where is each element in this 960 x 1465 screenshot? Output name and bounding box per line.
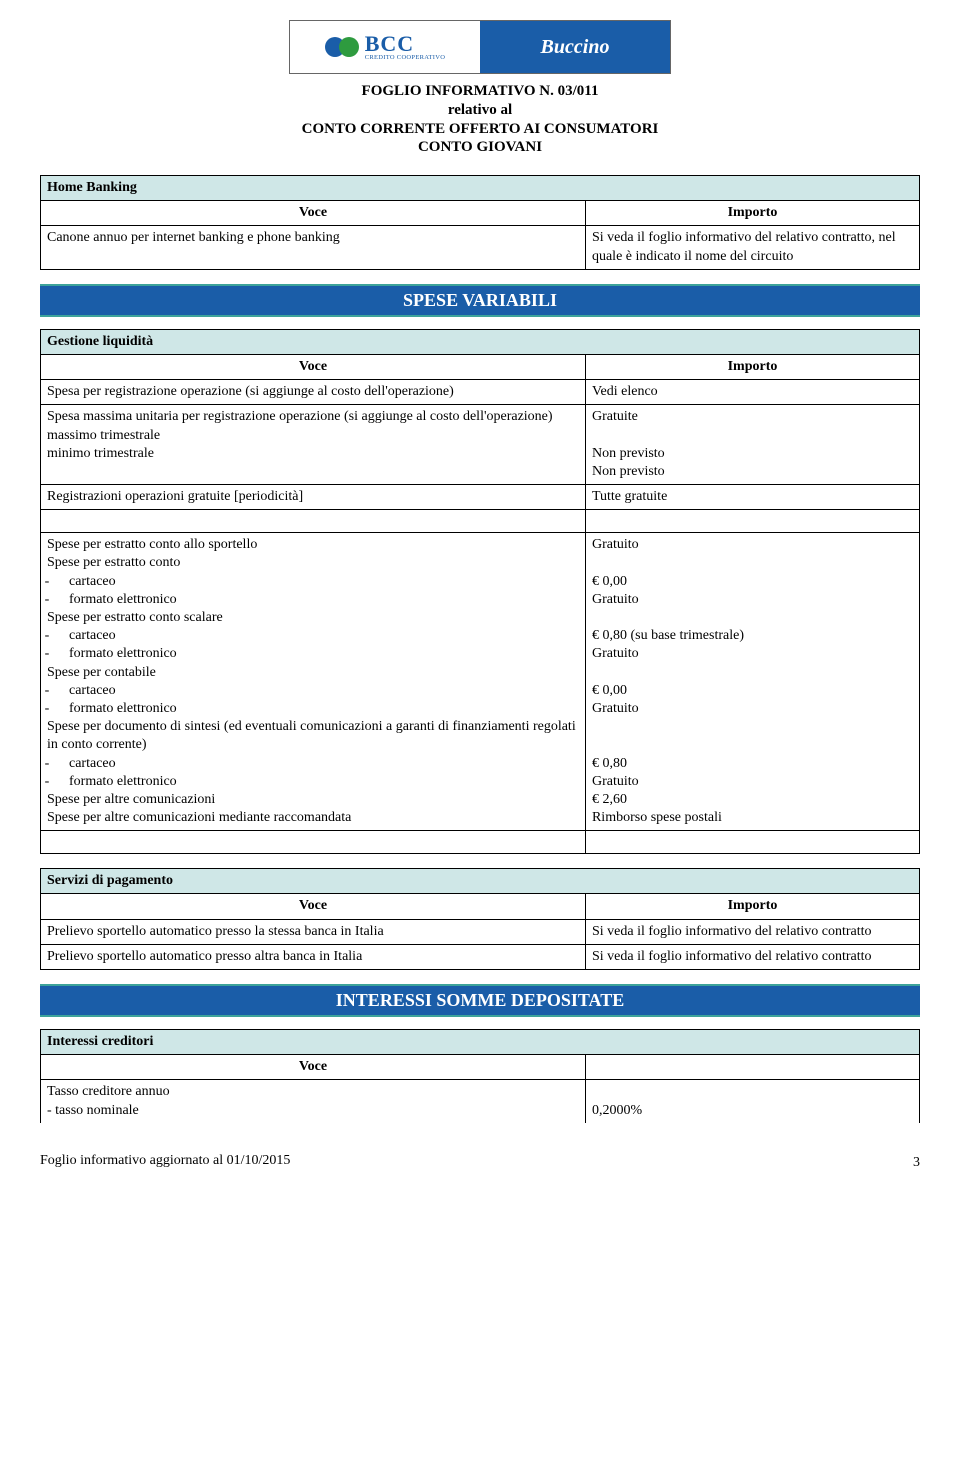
hb-row-label: Canone annuo per internet banking e phon…: [41, 226, 586, 269]
gestione-title: Gestione liquidità: [41, 329, 920, 354]
servizi-r1-label: Prelievo sportello automatico presso la …: [41, 919, 586, 944]
importo-header: Importo: [585, 201, 919, 226]
footer-text: Foglio informativo aggiornato al 01/10/2…: [40, 1153, 290, 1168]
gest-r1-value: Vedi elenco: [585, 380, 919, 405]
footer: Foglio informativo aggiornato al 01/10/2…: [40, 1153, 920, 1169]
gest-block-right: Gratuito € 0,00 Gratuito € 0,80 (su base…: [585, 533, 919, 831]
spese-variabili-banner: SPESE VARIABILI: [40, 284, 920, 317]
interessi-title: Interessi creditori: [41, 1030, 920, 1055]
header-line3: CONTO CORRENTE OFFERTO AI CONSUMATORI: [40, 120, 920, 139]
logo-text: BCC CREDITO COOPERATIVO: [365, 33, 446, 62]
logo-box: BCC CREDITO COOPERATIVO Buccino: [289, 20, 671, 74]
page: BCC CREDITO COOPERATIVO Buccino FOGLIO I…: [0, 0, 960, 1209]
page-number: 3: [913, 1155, 920, 1171]
interessi-r1-value: 0,2000%: [585, 1080, 919, 1123]
logo-left: BCC CREDITO COOPERATIVO: [290, 21, 480, 73]
home-banking-table: Home Banking Voce Importo Canone annuo p…: [40, 175, 920, 270]
gest-block-left: Spese per estratto conto allo sportello …: [41, 533, 586, 831]
gestione-liquidita-table: Gestione liquidità Voce Importo Spesa pe…: [40, 329, 920, 855]
gest-r3-label: Registrazioni operazioni gratuite [perio…: [41, 485, 586, 510]
interessi-r1-label: Tasso creditore annuo - tasso nominale: [41, 1080, 586, 1123]
logo-circles-icon: [325, 34, 359, 60]
voce-header: Voce: [41, 201, 586, 226]
header-line2: relativo al: [40, 101, 920, 120]
interessi-creditori-table: Interessi creditori Voce Tasso creditore…: [40, 1029, 920, 1123]
servizi-pagamento-table: Servizi di pagamento Voce Importo Prelie…: [40, 868, 920, 970]
importo-header: Importo: [585, 354, 919, 379]
voce-header: Voce: [41, 354, 586, 379]
header-line4: CONTO GIOVANI: [40, 138, 920, 157]
doc-header: FOGLIO INFORMATIVO N. 03/011 relativo al…: [40, 82, 920, 157]
servizi-title: Servizi di pagamento: [41, 869, 920, 894]
importo-header: Importo: [585, 894, 919, 919]
voce-header: Voce: [41, 894, 586, 919]
gest-r3-value: Tutte gratuite: [585, 485, 919, 510]
interessi-banner: INTERESSI SOMME DEPOSITATE: [40, 984, 920, 1017]
logo-sub: CREDITO COOPERATIVO: [365, 55, 446, 62]
logo-bcc: BCC: [365, 33, 446, 55]
hb-row-value: Si veda il foglio informativo del relati…: [585, 226, 919, 269]
header-line1: FOGLIO INFORMATIVO N. 03/011: [40, 82, 920, 101]
servizi-r2-label: Prelievo sportello automatico presso alt…: [41, 944, 586, 969]
logo-brand: Buccino: [480, 21, 670, 73]
gest-r2-value: Gratuite Non previsto Non previsto: [585, 405, 919, 485]
servizi-r1-value: Si veda il foglio informativo del relati…: [585, 919, 919, 944]
servizi-r2-value: Si veda il foglio informativo del relati…: [585, 944, 919, 969]
gest-r2-label: Spesa massima unitaria per registrazione…: [41, 405, 586, 485]
home-banking-title: Home Banking: [41, 176, 920, 201]
gest-r1-label: Spesa per registrazione operazione (si a…: [41, 380, 586, 405]
voce-header: Voce: [41, 1055, 586, 1080]
